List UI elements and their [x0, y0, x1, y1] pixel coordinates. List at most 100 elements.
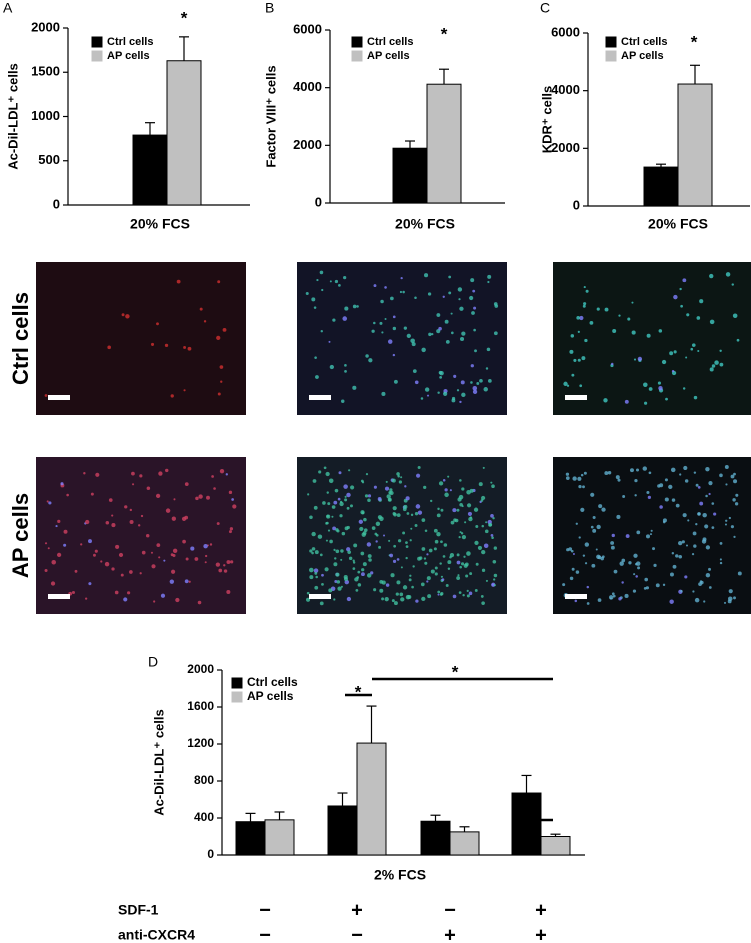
- cell: [410, 338, 415, 344]
- cell: [368, 358, 373, 363]
- cell: [466, 551, 471, 556]
- cell: [384, 286, 387, 289]
- cell: [342, 316, 348, 321]
- cell: [652, 547, 656, 551]
- cell: [601, 507, 606, 512]
- cell: [438, 481, 444, 486]
- legend-swatch: [231, 691, 243, 703]
- cell: [705, 545, 711, 550]
- cell: [384, 317, 387, 320]
- cell: [105, 520, 110, 525]
- cell: [709, 367, 714, 372]
- cell: [617, 478, 621, 482]
- cell: [184, 579, 189, 584]
- cell: [457, 287, 463, 292]
- cell: [673, 294, 678, 300]
- cell: [586, 585, 590, 589]
- cell: [400, 597, 405, 602]
- cell: [679, 287, 682, 291]
- cell: [634, 479, 638, 483]
- y-axis-label: Factor VIII⁺ cells: [263, 65, 278, 167]
- cell: [709, 273, 714, 279]
- significance-star: *: [534, 803, 541, 822]
- cell: [575, 570, 580, 574]
- cell: [118, 552, 124, 558]
- cell: [469, 516, 473, 519]
- cell: [424, 561, 428, 565]
- cell: [385, 583, 390, 587]
- error-bar: [459, 826, 470, 832]
- row-label: AP cells: [8, 493, 33, 578]
- cell: [414, 511, 419, 516]
- cell: [48, 501, 52, 505]
- cell: [88, 582, 92, 586]
- cell: [398, 480, 403, 484]
- cell: [388, 498, 392, 502]
- cell: [426, 553, 429, 556]
- cell: [198, 494, 203, 499]
- cell: [570, 549, 574, 553]
- cell: [405, 556, 408, 560]
- cell: [725, 483, 728, 486]
- cell: [699, 580, 703, 583]
- cell: [627, 317, 631, 321]
- cell: [114, 590, 119, 595]
- cell: [453, 374, 457, 378]
- cell: [575, 522, 578, 525]
- cell: [644, 401, 648, 405]
- cell: [396, 558, 400, 561]
- cell: [493, 331, 498, 336]
- cell: [469, 295, 474, 301]
- legend-label: AP cells: [247, 689, 294, 703]
- cell: [337, 497, 341, 501]
- legend-label: AP cells: [107, 50, 150, 62]
- cell: [311, 531, 316, 537]
- cell: [635, 575, 638, 578]
- panel-letter: A: [3, 0, 13, 16]
- cell: [324, 567, 329, 572]
- cell: [213, 487, 216, 490]
- cell: [381, 331, 384, 334]
- cell: [405, 496, 410, 501]
- cell: [226, 560, 231, 565]
- cell: [440, 575, 444, 578]
- cell: [492, 560, 497, 564]
- cell: [199, 307, 203, 311]
- cell: [333, 500, 338, 505]
- significance-star: *: [691, 32, 698, 51]
- cell: [346, 525, 350, 530]
- cell: [448, 291, 452, 295]
- cell: [568, 547, 573, 551]
- cell: [314, 356, 317, 359]
- cell: [424, 387, 430, 392]
- cell: [131, 471, 135, 476]
- cell: [50, 581, 56, 586]
- cell: [600, 556, 604, 561]
- cell: [618, 597, 622, 601]
- cell: [670, 467, 676, 473]
- cell: [402, 585, 408, 590]
- cell: [566, 384, 570, 387]
- cell: [592, 516, 596, 520]
- cell: [420, 397, 424, 400]
- cell: [373, 588, 377, 592]
- error-bar: [430, 814, 441, 822]
- cell: [472, 389, 478, 394]
- cell: [329, 280, 332, 283]
- cell: [443, 391, 448, 397]
- cell: [457, 574, 460, 577]
- cell: [583, 286, 586, 289]
- cell: [475, 562, 479, 566]
- cell: [365, 354, 369, 358]
- legend-label: Ctrl cells: [247, 675, 298, 689]
- cell: [458, 298, 461, 301]
- cell: [699, 299, 704, 304]
- cell: [229, 527, 234, 531]
- treatment-sign: +: [444, 924, 456, 943]
- cell: [596, 307, 600, 311]
- cell: [566, 548, 570, 552]
- cell: [584, 338, 588, 343]
- cell: [631, 301, 634, 304]
- bar: [235, 821, 266, 856]
